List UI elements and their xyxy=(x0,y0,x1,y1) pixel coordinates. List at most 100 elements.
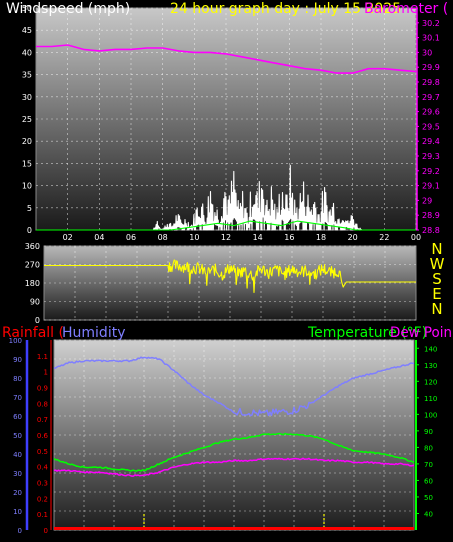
y-tick-label: 0.4 xyxy=(37,464,49,472)
compass-label: N xyxy=(431,300,442,318)
y-tick-label: 0.9 xyxy=(37,385,48,393)
rain-axis-ticks: 0 0.1 0.2 0.3 0.4 0.5 0.6 0.7 0.8 0.9 1 1.1 xyxy=(37,340,52,535)
y-tick-label: 120 xyxy=(424,378,437,386)
x-tick-label: 00 xyxy=(411,233,421,242)
y-tick-label: 1.1 xyxy=(37,353,48,361)
y-tick-label: 20 xyxy=(22,137,32,146)
y-tick-label: 90 xyxy=(30,298,40,307)
compass-label: N xyxy=(431,240,442,258)
y-tick-label: 270 xyxy=(25,261,40,270)
y-tick-label: 45 xyxy=(22,26,32,35)
y-tick-label: 25 xyxy=(22,115,32,124)
y-tick-label: 0.2 xyxy=(37,495,48,503)
y-tick-label: 40 xyxy=(13,451,22,459)
y-tick-label: 10 xyxy=(22,182,32,191)
y-tick-label: 40 xyxy=(22,48,32,57)
y-tick-label: 0.3 xyxy=(37,480,48,488)
y-tick-label: 30.2 xyxy=(422,19,440,28)
x-tick-label: 22 xyxy=(379,233,389,242)
x-tick-label: 02 xyxy=(63,233,73,242)
y-tick-label: 29.7 xyxy=(422,93,440,102)
y-tick-label: 0.5 xyxy=(37,448,48,456)
y-tick-label: 100 xyxy=(424,411,437,419)
y-tick-label: 60 xyxy=(424,477,433,485)
y-tick-label: 1 xyxy=(44,369,48,377)
chart-title: 24 hour graph day : July 15 2025 xyxy=(170,1,401,17)
y-tick-label: 140 xyxy=(424,345,437,353)
y-tick-label: 50 xyxy=(13,432,22,440)
left-axis-ticks: 0 90 180 270 360 xyxy=(25,242,40,325)
y-tick-label: 5 xyxy=(27,204,32,213)
x-tick-label: 12 xyxy=(221,233,231,242)
y-tick-label: 30 xyxy=(22,93,32,102)
y-tick-label: 80 xyxy=(13,375,22,383)
y-tick-label: 29.5 xyxy=(422,122,440,131)
x-tick-label: 06 xyxy=(126,233,136,242)
y-tick-label: 50 xyxy=(22,4,32,13)
y-tick-label: 30 xyxy=(422,48,432,57)
x-tick-label: 04 xyxy=(94,233,104,242)
y-tick-label: 30.1 xyxy=(422,34,440,43)
y-tick-label: 29.2 xyxy=(422,167,440,176)
y-tick-label: 0.1 xyxy=(37,511,48,519)
y-tick-label: 35 xyxy=(22,71,32,80)
x-tick-label: 18 xyxy=(316,233,326,242)
y-tick-label: 50 xyxy=(424,494,433,502)
humidity-series xyxy=(53,356,415,417)
x-axis-ticks: 02 04 06 08 10 12 14 16 18 20 22 00 xyxy=(63,233,422,242)
compass-label: S xyxy=(432,270,442,288)
direction-series xyxy=(44,259,416,294)
y-tick-label: 130 xyxy=(424,362,437,370)
series xyxy=(44,259,416,294)
y-tick-label: 28.9 xyxy=(422,211,440,220)
y-tick-label: 360 xyxy=(25,242,40,251)
gust-series xyxy=(36,220,416,231)
x-tick-label: 08 xyxy=(158,233,168,242)
rainfall-axis-label: Rainfall ( xyxy=(2,325,64,341)
y-tick-label: 10 xyxy=(13,508,22,516)
y-tick-label: 70 xyxy=(13,394,22,402)
y-tick-label: 0 xyxy=(18,527,22,535)
y-tick-label: 29.9 xyxy=(422,63,440,72)
y-tick-label: 70 xyxy=(424,461,433,469)
temperature-series xyxy=(53,432,415,472)
y-tick-label: 180 xyxy=(25,279,40,288)
humidity-axis-ticks: 0 10 20 30 40 50 60 70 80 90 100 xyxy=(9,337,29,535)
y-tick-label: 30 xyxy=(13,470,22,478)
x-tick-label: 10 xyxy=(189,233,199,242)
barometer-series xyxy=(36,44,417,74)
x-tick-label: 16 xyxy=(284,233,294,242)
left-axis-ticks: 0 5 10 15 20 25 30 35 40 45 50 xyxy=(22,4,32,235)
series xyxy=(53,356,415,530)
compass-label: E xyxy=(432,285,441,303)
series xyxy=(36,44,417,231)
y-tick-label: 0 xyxy=(35,316,40,325)
y-tick-label: 110 xyxy=(424,395,437,403)
y-tick-label: 90 xyxy=(424,428,433,436)
x-tick-label: 14 xyxy=(253,233,263,242)
y-tick-label: 100 xyxy=(9,337,22,345)
y-tick-label: 80 xyxy=(424,444,433,452)
y-tick-label: 0.8 xyxy=(37,400,48,408)
y-tick-label: 0 xyxy=(27,226,32,235)
y-tick-label: 29.4 xyxy=(422,137,440,146)
dewpoint-axis-label: Dew Poin xyxy=(390,325,452,341)
y-tick-label: 29.8 xyxy=(422,78,440,87)
y-tick-label: 40 xyxy=(424,510,433,518)
humidity-axis-label: Humidity xyxy=(62,325,125,341)
y-tick-label: 0 xyxy=(44,527,48,535)
temperature-axis-ticks: 40 50 60 70 80 90 100 110 120 130 140 xyxy=(415,340,437,530)
barometer-axis-label: Barometer ( xyxy=(364,1,448,17)
dewpoint-series xyxy=(53,457,415,477)
y-tick-label: 15 xyxy=(22,159,32,168)
y-tick-label: 29.6 xyxy=(422,108,440,117)
y-tick-label: 29.3 xyxy=(422,152,440,161)
grid xyxy=(44,245,416,321)
y-tick-label: 90 xyxy=(13,356,22,364)
right-axis-ticks: 28.8 28.9 29 29.1 29.2 29.3 29.4 29.5 29.6 29.7 29… xyxy=(416,8,440,235)
